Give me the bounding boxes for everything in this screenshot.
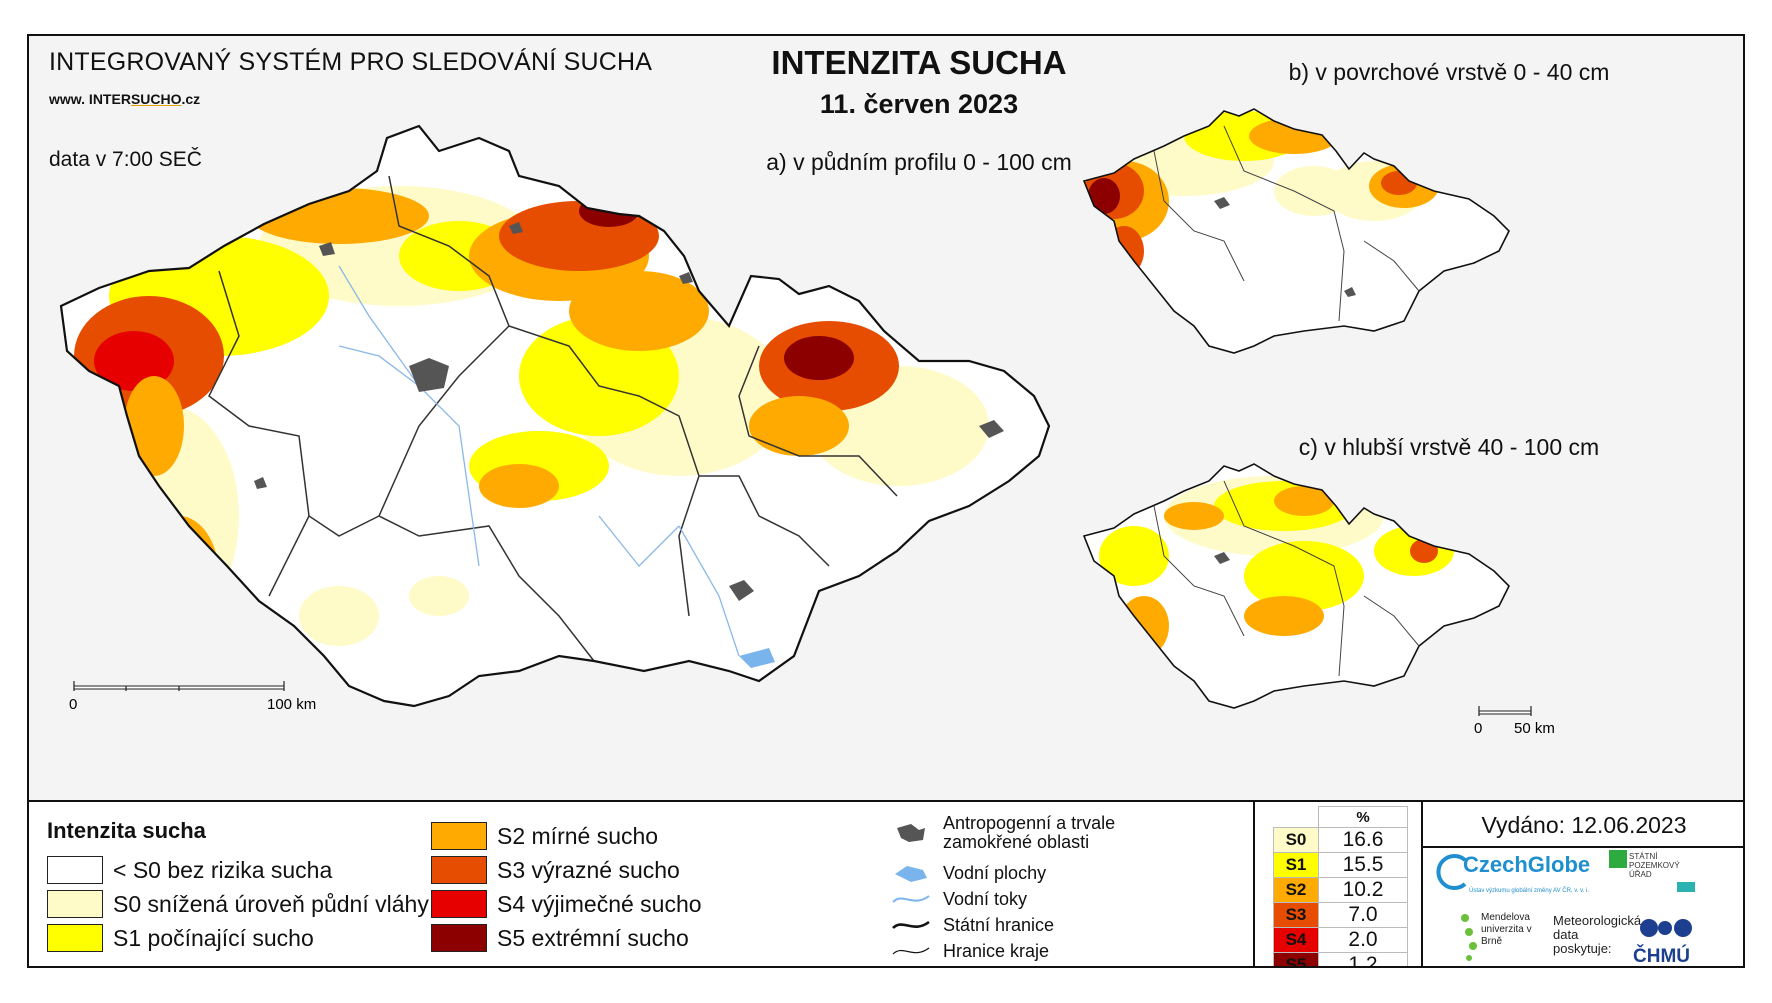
map-b-label: b) v povrchové vrstvě 0 - 40 cm [1288,59,1610,85]
percent-row-s4: S4 2.0 [1273,927,1408,953]
percent-row-s1: S1 15.5 [1273,852,1408,878]
map-a-label: a) v půdním profilu 0 - 100 cm [766,149,1072,175]
scale-c-start: 0 [1474,720,1482,736]
symbol-label: Státní hranice [943,914,1055,935]
symbol-water-body: Vodní plochy [889,862,1046,884]
percent-table-header: % [1273,806,1408,828]
legend-label: S2 mírné sucho [497,822,659,849]
legend-label: S1 počínající sucho [113,924,314,951]
spu-logo-icon [1609,850,1627,868]
percent-row-s0: S0 16.6 [1273,827,1408,853]
state-border-icon [892,920,930,930]
legend-swatch [431,856,487,884]
symbol-label: Antropogenní a trvale zamokřené oblasti [943,813,1116,852]
legend-item-s0: S0 snížená úroveň půdní vláhy [47,888,429,920]
class-cell: S3 [1273,902,1319,928]
symbol-river: Vodní toky [889,888,1027,910]
legend-item-s4: S4 výjimečné sucho [431,888,702,920]
website-suffix: .cz [181,91,201,107]
main-title: INTENZITA SUCHA [771,44,1067,81]
value-cell: 1.2 [1318,952,1408,966]
percent-table: % S0 16.6 S1 15.5 S2 10.2 S3 7.0 S4 2.0 S5 1.2 [1253,802,1423,966]
legend-item-s5: S5 extrémní sucho [431,922,689,954]
value-cell: 7.0 [1318,902,1408,928]
mendel-logo: Mendelova univerzita v Brně [1481,912,1532,947]
anthropogenic-area-icon [897,824,925,842]
legend-item-s2: S2 mírné sucho [431,820,658,852]
czechglobe-logo-icon [1436,854,1467,890]
spu-logo: STÁTNÍ POZEMKOVÝ ÚŘAD [1629,852,1680,879]
scale-bar-c [1478,706,1532,716]
legend-item-s3: S3 výrazné sucho [431,854,680,886]
legend-label: < S0 bez rizika sucha [113,856,333,883]
percent-row-s3: S3 7.0 [1273,902,1408,928]
class-cell: S1 [1273,852,1319,878]
divider [1423,846,1743,848]
meteo-credit: Meteorologická data poskytuje: [1553,913,1642,956]
spu-mark-icon [1677,882,1695,892]
legend-swatch [431,822,487,850]
value-cell: 16.6 [1318,827,1408,853]
value-cell: 10.2 [1318,877,1408,903]
symbol-state-border: Státní hranice [889,914,1054,936]
chmu-logo-icon [1640,919,1692,937]
legend-swatch [431,924,487,952]
map-c-deeper-layer: 0 50 km [1082,463,1555,736]
scale-c-end: 50 km [1514,720,1555,736]
legend-item-s1: S1 počínající sucho [47,922,314,954]
map-c-label: c) v hlubší vrstvě 40 - 100 cm [1298,434,1600,460]
water-body-icon [895,866,927,882]
issued-date: Vydáno: 12.06.2023 [1481,812,1687,838]
legend-swatch [47,890,103,918]
percent-row-s5: S5 1.2 [1273,952,1408,966]
czechglobe-subtitle: Ústav výzkumu globální změny AV ČR, v. v… [1469,888,1590,894]
legend-swatch [47,924,103,952]
value-cell: 15.5 [1318,852,1408,878]
scale-a-end: 100 km [267,696,316,713]
issued-panel: Vydáno: 12.06.2023 CzechGlobe Ústav výzk… [1421,802,1743,967]
symbol-label: Hranice kraje [943,940,1050,961]
drought-map-panel: INTEGROVANÝ SYSTÉM PRO SLEDOVÁNÍ SUCHA w… [27,34,1745,968]
legend-panel: Intenzita sucha < S0 bez rizika sucha S0… [29,800,1743,967]
chmu-logo: ČHMÚ [1633,946,1690,967]
percent-row-s2: S2 10.2 [1273,877,1408,903]
mendel-dots-icon [1461,914,1477,961]
map-b-surface-layer [1082,108,1510,354]
symbol-anthropogenic: Antropogenní a trvale zamokřené oblasti [889,814,1143,852]
system-title: INTEGROVANÝ SYSTÉM PRO SLEDOVÁNÍ SUCHA [49,48,653,76]
class-cell: S0 [1273,827,1319,853]
map-date: 11. červen 2023 [819,89,1019,119]
region-border-icon [892,947,930,955]
river-icon [892,895,930,903]
value-cell: 2.0 [1318,927,1408,953]
czechglobe-logo: CzechGlobe [1463,852,1591,877]
legend-item-none: < S0 bez rizika sucha [47,854,332,886]
legend-label: S3 výrazné sucho [497,856,680,883]
map-a-soil-profile: 0 100 km [59,124,1051,713]
symbol-region-border: Hranice kraje [889,940,1049,962]
legend-label: S0 snížená úroveň půdní vláhy [113,890,429,917]
prague-area [409,358,449,392]
website-link[interactable]: www. INTERSUCHO.cz [49,91,200,107]
data-time: data v 7:00 SEČ [49,148,202,171]
legend-swatch [47,856,103,884]
legend-swatch [431,890,487,918]
scale-a-start: 0 [69,696,77,713]
website-prefix: www. INTER [49,91,131,107]
legend-title: Intenzita sucha [47,818,206,843]
percent-header: % [1318,806,1408,828]
class-cell: S2 [1273,877,1319,903]
legend-label: S5 extrémní sucho [497,924,689,951]
legend-label: S4 výjimečné sucho [497,890,702,917]
website-highlight: SUCHO [130,91,182,107]
scale-bar-a [73,681,285,691]
symbol-label: Vodní plochy [943,862,1047,883]
symbol-label: Vodní toky [943,888,1028,909]
class-cell: S4 [1273,927,1319,953]
class-cell: S5 [1273,952,1319,966]
